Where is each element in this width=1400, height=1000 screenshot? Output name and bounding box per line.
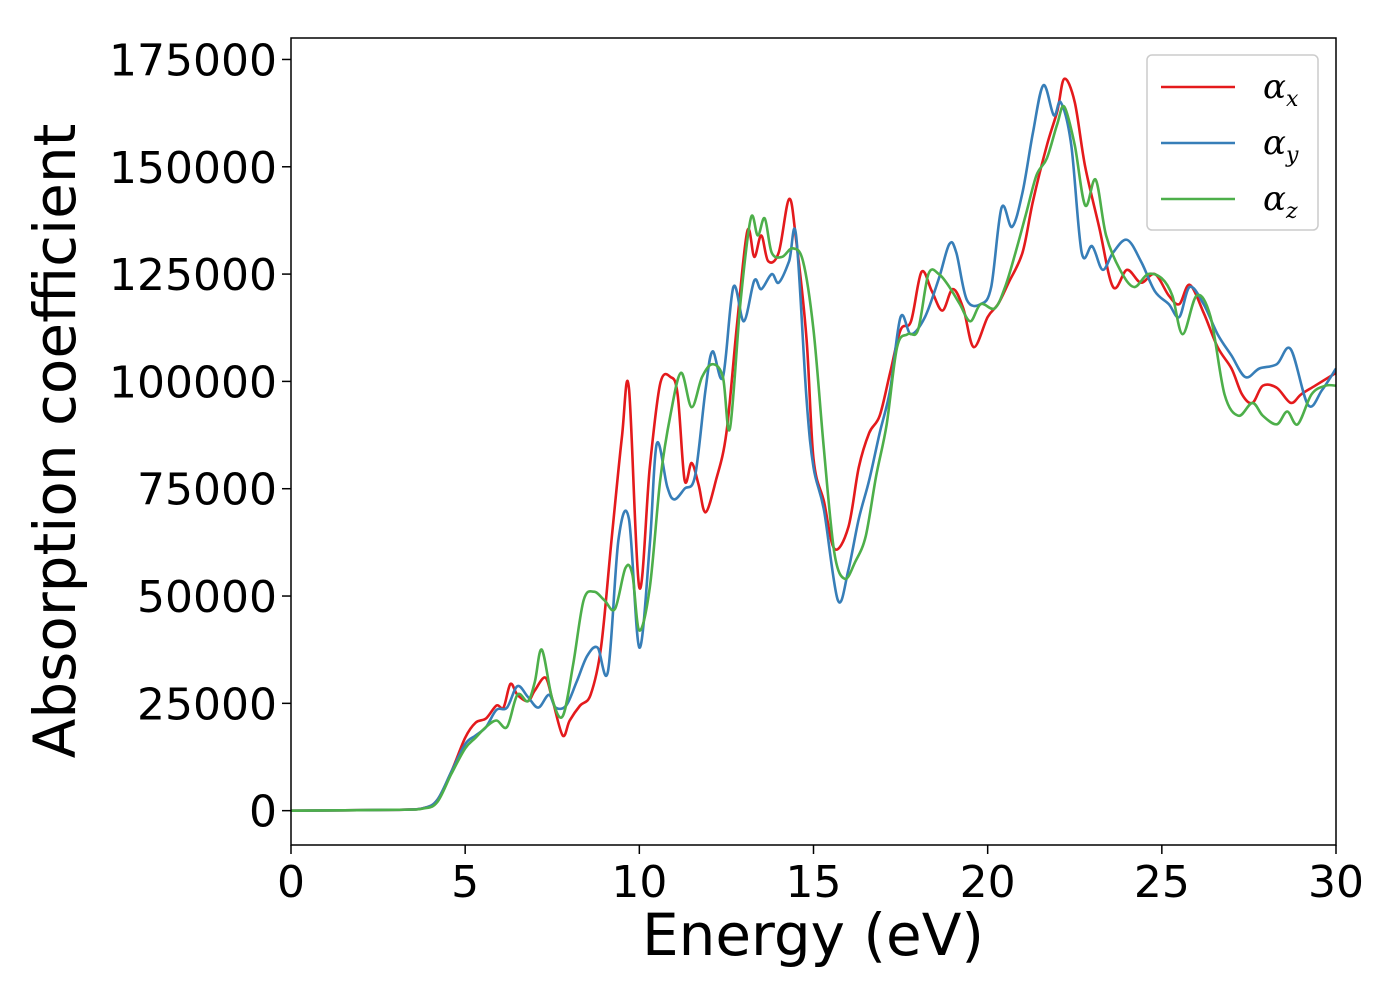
y-axis-ticks: 0 25000 50000 75000 100000 125000 150000 175000: [109, 35, 291, 838]
series-line-y: [291, 83, 1336, 812]
legend-label-y: αy: [1263, 123, 1299, 168]
y-tick-label: 25000: [137, 679, 277, 730]
y-tick-label: 150000: [109, 143, 277, 194]
y-axis-label: Absorption coefficient: [21, 124, 89, 759]
x-axis-ticks: 0 5 10 15 20 25 30: [277, 845, 1364, 908]
x-tick-label: 25: [1134, 857, 1190, 908]
y-tick-label: 175000: [109, 35, 277, 86]
x-tick-label: 10: [611, 857, 667, 908]
y-tick-label: 100000: [109, 357, 277, 408]
x-tick-label: 5: [451, 857, 479, 908]
y-tick-label: 75000: [137, 465, 277, 516]
y-tick-label: 50000: [137, 572, 277, 623]
series-layer: [291, 77, 1336, 812]
y-tick-label: 125000: [109, 250, 277, 301]
y-tick-label: 0: [249, 787, 277, 838]
x-tick-label: 20: [960, 857, 1016, 908]
legend-label-z: αz: [1263, 179, 1298, 224]
x-tick-label: 15: [786, 857, 842, 908]
series-line-z: [291, 104, 1336, 812]
x-tick-label: 30: [1308, 857, 1364, 908]
legend: αx αy αz: [1146, 54, 1319, 231]
x-tick-label: 0: [277, 857, 305, 908]
legend-label-x: αx: [1263, 67, 1299, 112]
x-axis-label: Energy (eV): [642, 901, 984, 969]
